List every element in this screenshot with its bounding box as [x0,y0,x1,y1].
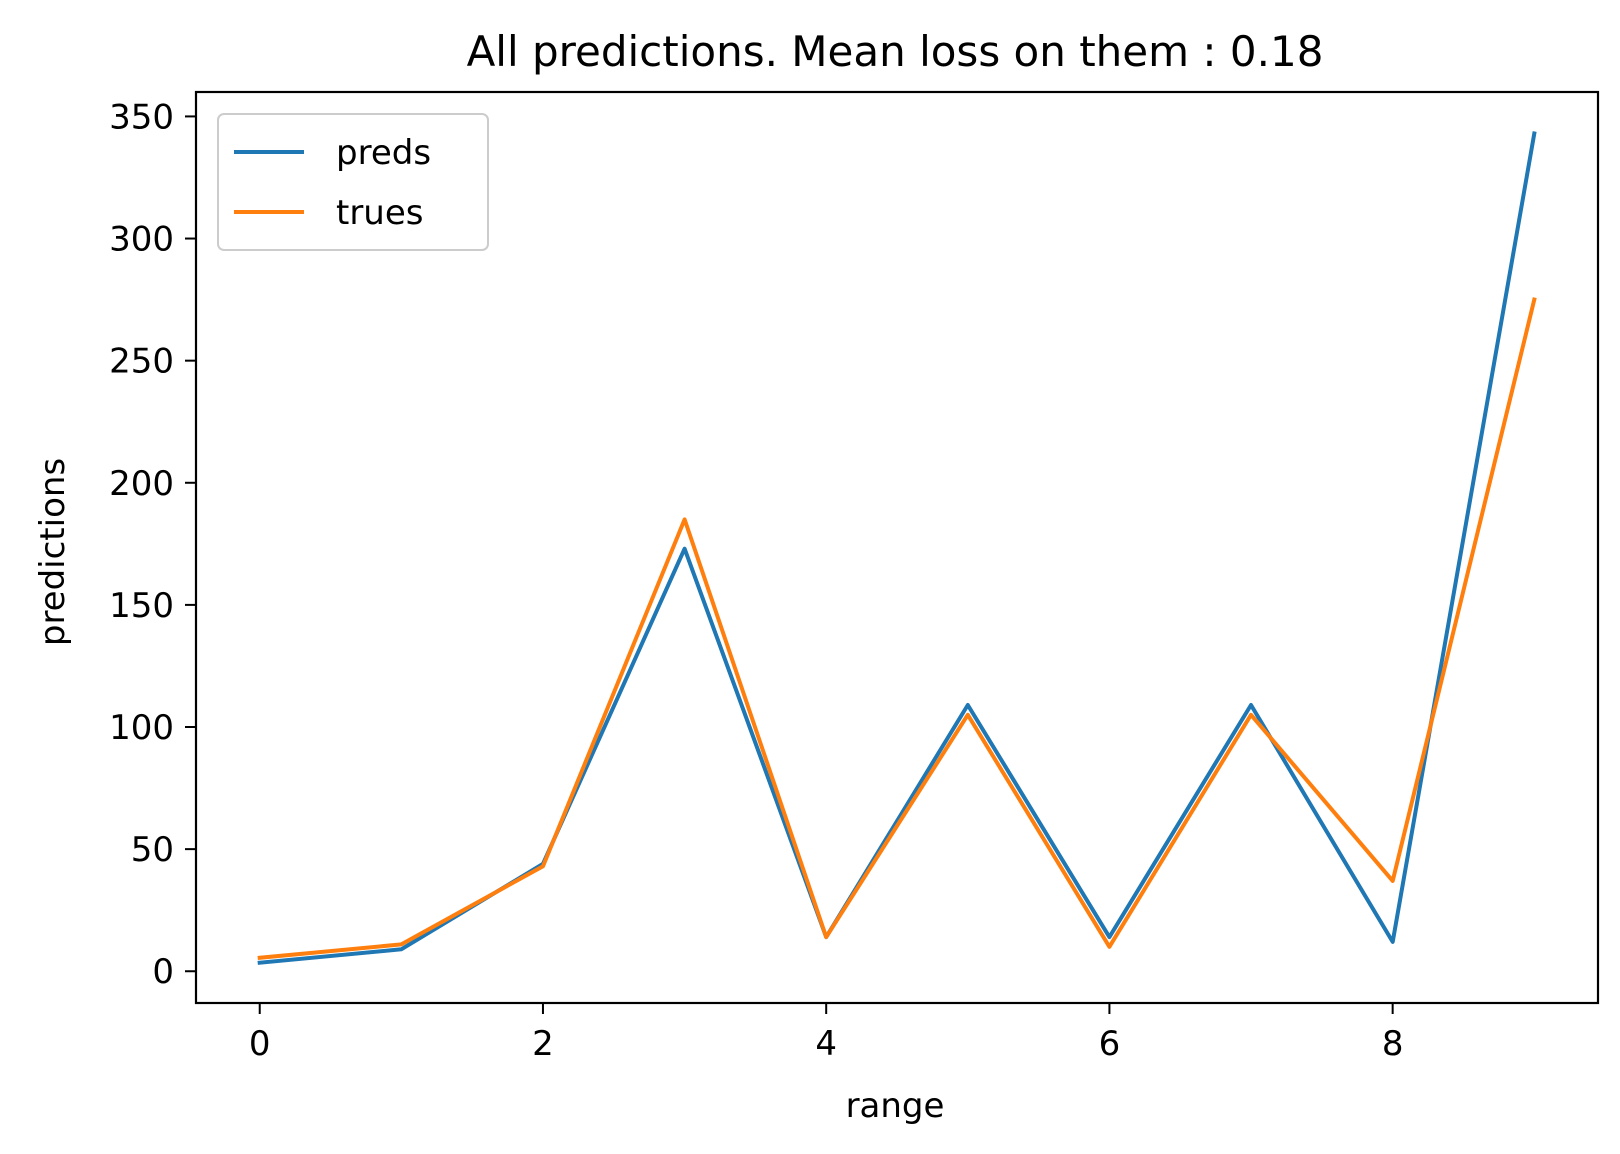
x-tick-label: 2 [532,1024,554,1064]
legend-label-preds: preds [336,133,431,173]
y-tick-label: 150 [109,586,174,626]
y-axis-label: predictions [33,458,73,646]
y-tick-label: 300 [109,220,174,260]
x-axis: 0 2 4 6 8 [249,1003,1404,1064]
series-line-trues [257,297,1537,960]
y-tick-label: 350 [109,97,174,137]
legend: preds trues [217,113,489,251]
x-tick-label: 4 [815,1024,837,1064]
plot-frame [194,90,1600,1005]
series-line-preds [257,131,1537,965]
y-axis: 0 50 100 150 200 250 300 350 [109,97,196,992]
x-tick-label: 0 [249,1024,271,1064]
y-tick-label: 100 [109,708,174,748]
series-group [257,131,1537,965]
x-tick-label: 6 [1099,1024,1121,1064]
x-tick-label: 8 [1382,1024,1404,1064]
y-tick-label: 0 [152,952,174,992]
y-tick-label: 200 [109,464,174,504]
x-axis-label: range [846,1086,945,1126]
y-tick-label: 50 [131,830,174,870]
legend-label-trues: trues [336,193,424,233]
plot-area [194,90,1600,1005]
legend-box [217,113,489,251]
chart-title: All predictions. Mean loss on them : 0.1… [467,27,1324,76]
y-tick-label: 250 [109,342,174,382]
